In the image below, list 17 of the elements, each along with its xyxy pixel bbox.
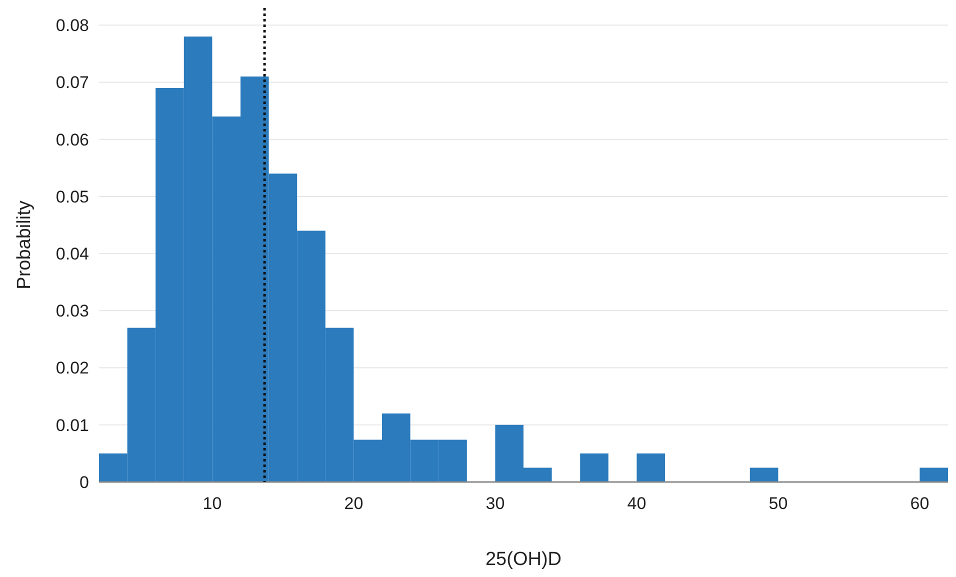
x-tick-label: 40 [627, 494, 646, 513]
y-tick-label: 0 [80, 472, 89, 492]
x-tick-label: 50 [768, 494, 788, 513]
x-tick-label: 20 [344, 494, 364, 513]
y-axis-title: Probability [14, 200, 35, 290]
y-tick-label: 0.02 [56, 358, 89, 378]
x-tick-label: 60 [910, 494, 930, 513]
y-tick-label: 0.04 [56, 244, 89, 264]
y-tick-label: 0.06 [56, 130, 89, 150]
y-tick-label: 0.05 [56, 187, 89, 206]
y-tick-label: 0.01 [56, 416, 89, 435]
y-tick-label: 0.07 [56, 73, 89, 92]
x-axis-title: 25(OH)D [485, 549, 562, 570]
y-tick-label: 0.08 [56, 16, 89, 36]
x-tick-label: 10 [202, 494, 222, 513]
y-tick-label: 0.03 [56, 302, 89, 321]
x-tick-label: 30 [486, 494, 505, 513]
